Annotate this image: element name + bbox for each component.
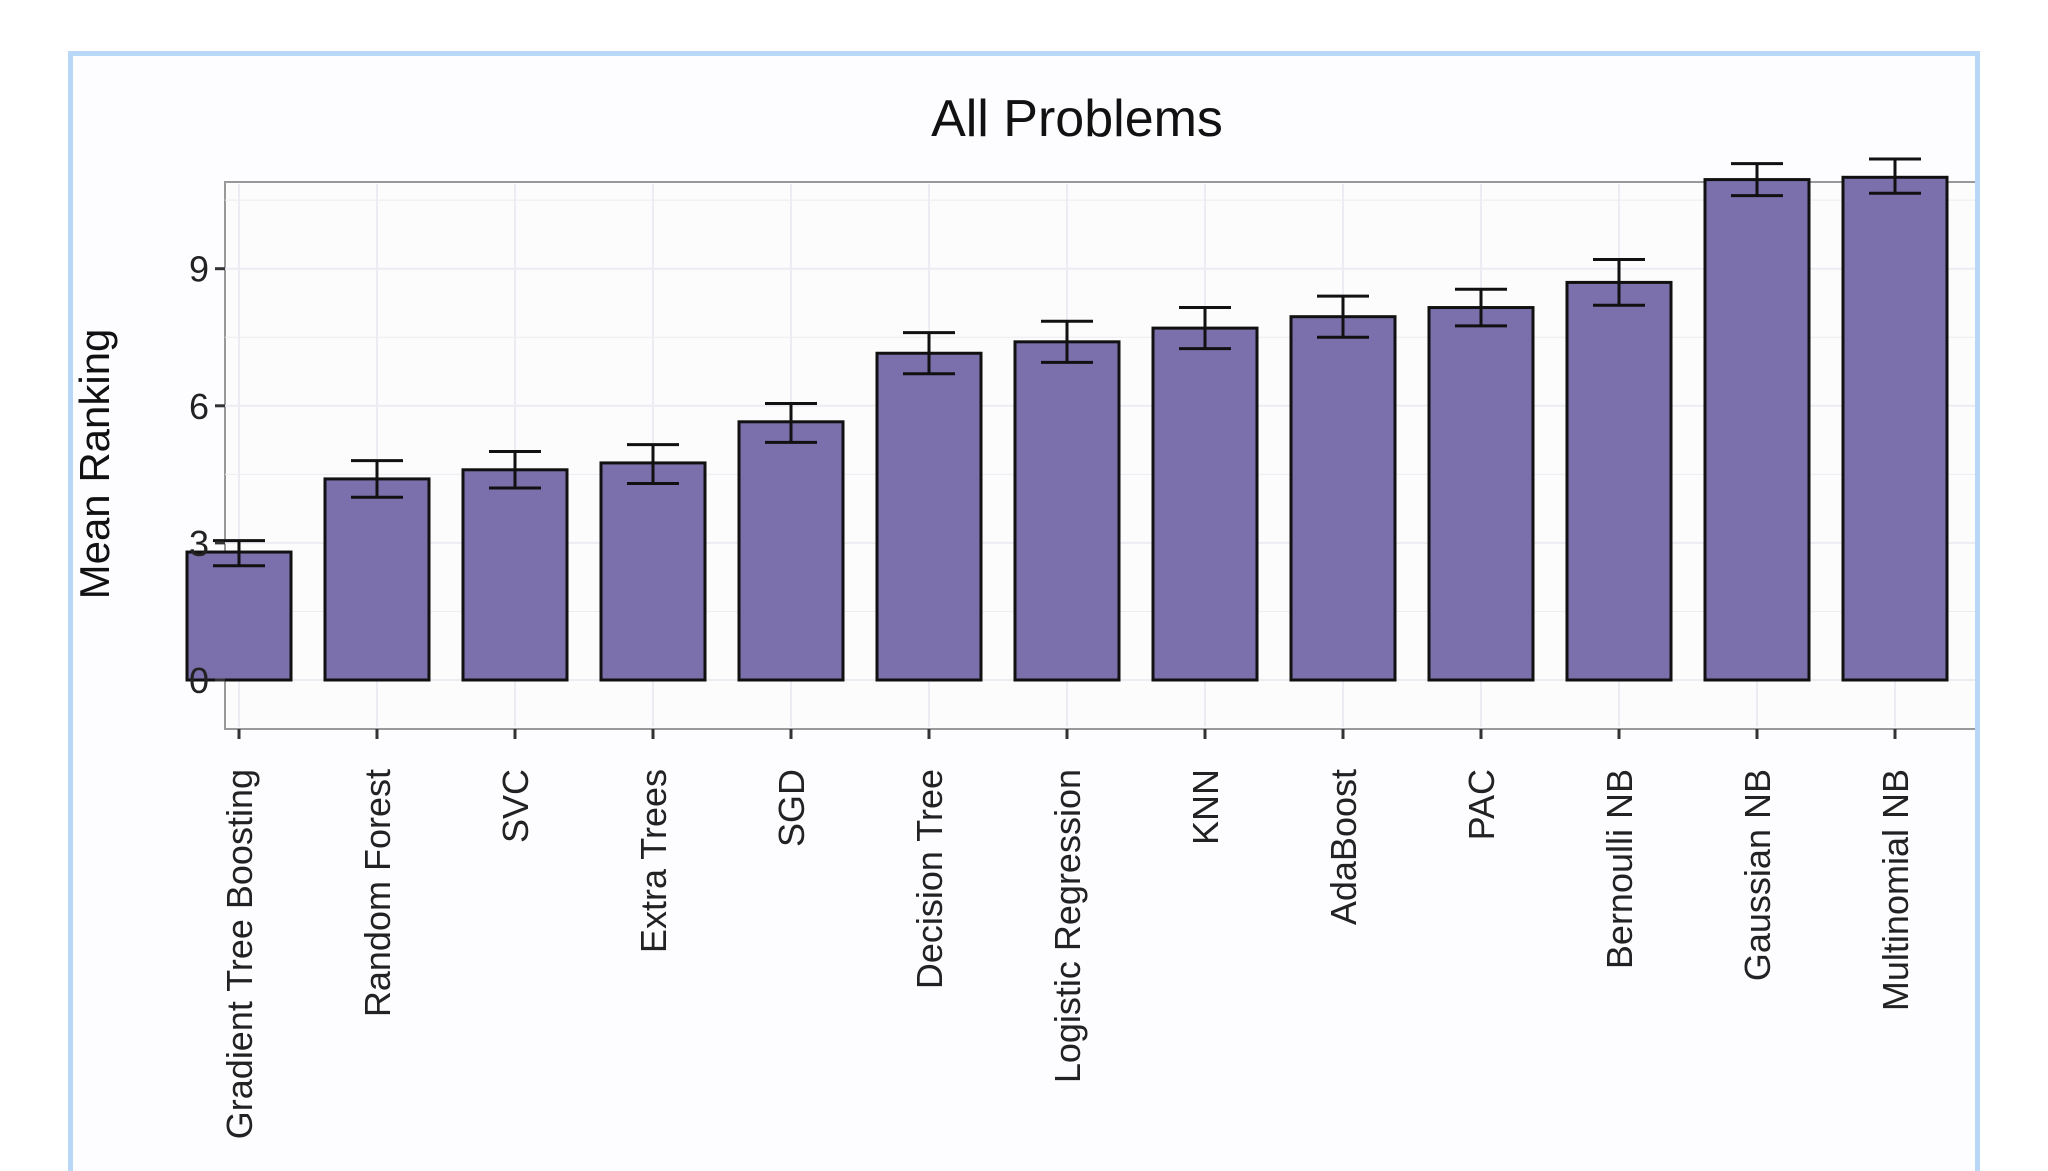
bar [1289,315,1397,682]
y-tick-label: 3 [189,523,209,564]
y-axis: 0 3 6 9 [189,249,225,701]
x-tick-label: Decision Tree [909,769,950,989]
bar [461,468,569,682]
y-tick-label: 9 [189,249,209,290]
bar [737,420,845,682]
y-tick-label: 0 [189,660,209,701]
x-tick-label: Bernoulli NB [1599,769,1640,969]
x-tick-label: PAC [1461,769,1502,840]
chart-frame: All Problems Mean Ranking 0 3 6 9 Gradient … [68,51,1980,1171]
x-tick-label: Random Forest [357,769,398,1017]
bar [1841,175,1949,682]
x-tick-label: AdaBoost [1323,769,1364,925]
chart-title: All Problems [931,90,1223,148]
bars-layer [185,175,1949,682]
x-tick-label: SGD [771,769,812,847]
bar [1565,280,1673,682]
bar [1703,178,1811,682]
bar-chart: All Problems Mean Ranking 0 3 6 9 Gradient … [73,90,1975,1139]
bar [323,477,431,682]
bar [1151,326,1259,682]
x-tick-label: SVC [495,769,536,843]
bar [1013,340,1121,682]
x-tick-label: Extra Trees [633,769,674,953]
y-axis-label: Mean Ranking [73,329,118,600]
bar [599,461,707,682]
x-tick-label: KNN [1185,769,1226,845]
x-tick-label: Logistic Regression [1047,769,1088,1083]
x-axis: Gradient Tree Boosting Random Forest SVC Ex… [219,729,1916,1139]
y-tick-label: 6 [189,386,209,427]
x-tick-label: Gaussian NB [1737,769,1778,981]
bar [1427,306,1535,682]
x-tick-label: Gradient Tree Boosting [219,769,260,1139]
x-tick-label: Multinomial NB [1875,769,1916,1011]
bar [875,351,983,682]
errorbar-layer [213,157,1921,568]
